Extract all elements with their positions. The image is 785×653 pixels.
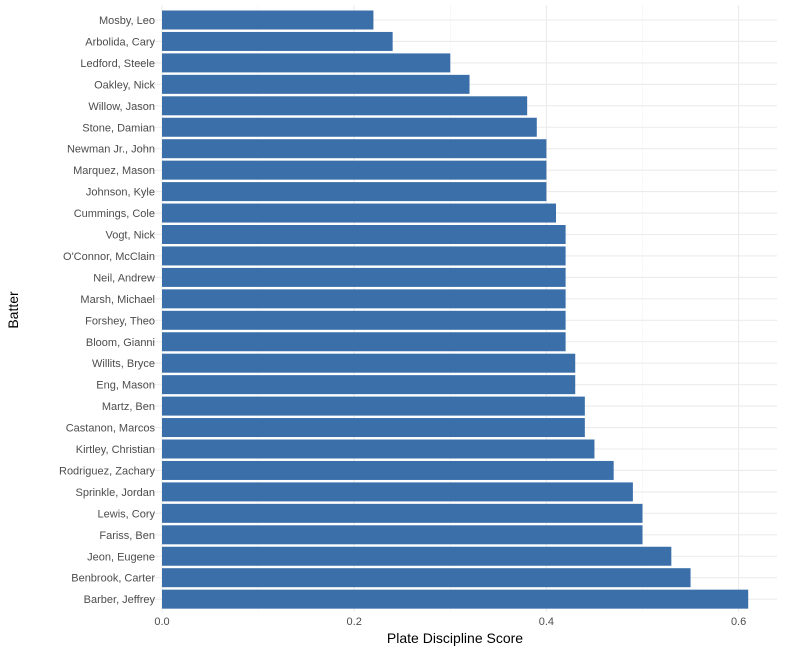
x-tick-label: 0.0	[154, 616, 169, 628]
y-tick-label: Lewis, Cory	[98, 508, 156, 520]
y-tick-label: Johnson, Kyle	[86, 187, 155, 199]
y-tick-label: Rodriguez, Zachary	[59, 465, 155, 477]
bar	[162, 568, 691, 588]
bar	[162, 117, 537, 137]
y-tick-label: Oakley, Nick	[94, 79, 155, 91]
y-tick-label: Kirtley, Christian	[76, 444, 155, 456]
bar	[162, 310, 566, 330]
y-tick-label: Bloom, Gianni	[86, 337, 155, 349]
bar	[162, 267, 566, 287]
bar	[162, 332, 566, 352]
bar	[162, 482, 633, 502]
bar	[162, 31, 393, 51]
x-tick-label: 0.2	[347, 616, 362, 628]
bar	[162, 439, 595, 459]
bar	[162, 353, 576, 373]
bar	[162, 160, 547, 180]
y-tick-label: Eng, Mason	[96, 380, 155, 392]
y-tick-label: Castanon, Marcos	[66, 423, 156, 435]
x-tick-label: 0.4	[539, 616, 554, 628]
y-tick-label: Mosby, Leo	[99, 15, 155, 27]
y-tick-label: Cummings, Cole	[74, 208, 155, 220]
y-tick-labels: Mosby, Leo Arbolida, Cary Ledford, Steele O…	[59, 15, 155, 606]
bar	[162, 525, 643, 545]
y-tick-label: Sprinkle, Jordan	[76, 487, 156, 499]
y-tick-label: Vogt, Nick	[105, 230, 155, 242]
bar	[162, 375, 576, 395]
bar	[162, 139, 547, 159]
bar	[162, 460, 614, 480]
bar	[162, 289, 566, 309]
bar	[162, 10, 374, 30]
y-tick-label: Forshey, Theo	[85, 315, 155, 327]
bar	[162, 546, 672, 566]
y-tick-label: Martz, Ben	[102, 401, 155, 413]
bars	[162, 10, 749, 609]
y-tick-label: Stone, Damian	[82, 122, 155, 134]
y-tick-label: Willits, Bryce	[92, 358, 155, 370]
bar	[162, 396, 585, 416]
y-tick-label: Neil, Andrew	[93, 272, 155, 284]
y-axis-title: Batter	[5, 291, 21, 329]
bar	[162, 203, 557, 223]
x-axis-title: Plate Discipline Score	[387, 630, 523, 646]
bar	[162, 589, 749, 609]
bar	[162, 53, 451, 73]
bar	[162, 246, 566, 266]
y-tick-label: Marquez, Mason	[73, 165, 155, 177]
x-tick-labels: 0.0 0.2 0.4 0.6	[154, 616, 746, 628]
bar	[162, 225, 566, 244]
bar	[162, 96, 528, 116]
y-tick-label: Barber, Jeffrey	[84, 594, 156, 606]
y-tick-label: Marsh, Michael	[80, 294, 155, 306]
y-tick-label: Ledford, Steele	[80, 58, 155, 70]
y-tick-label: Fariss, Ben	[99, 530, 155, 542]
y-tick-label: Benbrook, Carter	[71, 573, 155, 585]
y-tick-label: O'Connor, McClain	[63, 251, 155, 263]
bar	[162, 182, 547, 202]
x-tick-label: 0.6	[731, 616, 746, 628]
bar	[162, 418, 585, 438]
bar	[162, 503, 643, 523]
bar	[162, 74, 470, 94]
y-tick-label: Willow, Jason	[88, 101, 155, 113]
y-tick-label: Arbolida, Cary	[85, 36, 155, 48]
y-tick-label: Jeon, Eugene	[87, 551, 155, 563]
y-tick-label: Newman Jr., John	[67, 144, 155, 156]
